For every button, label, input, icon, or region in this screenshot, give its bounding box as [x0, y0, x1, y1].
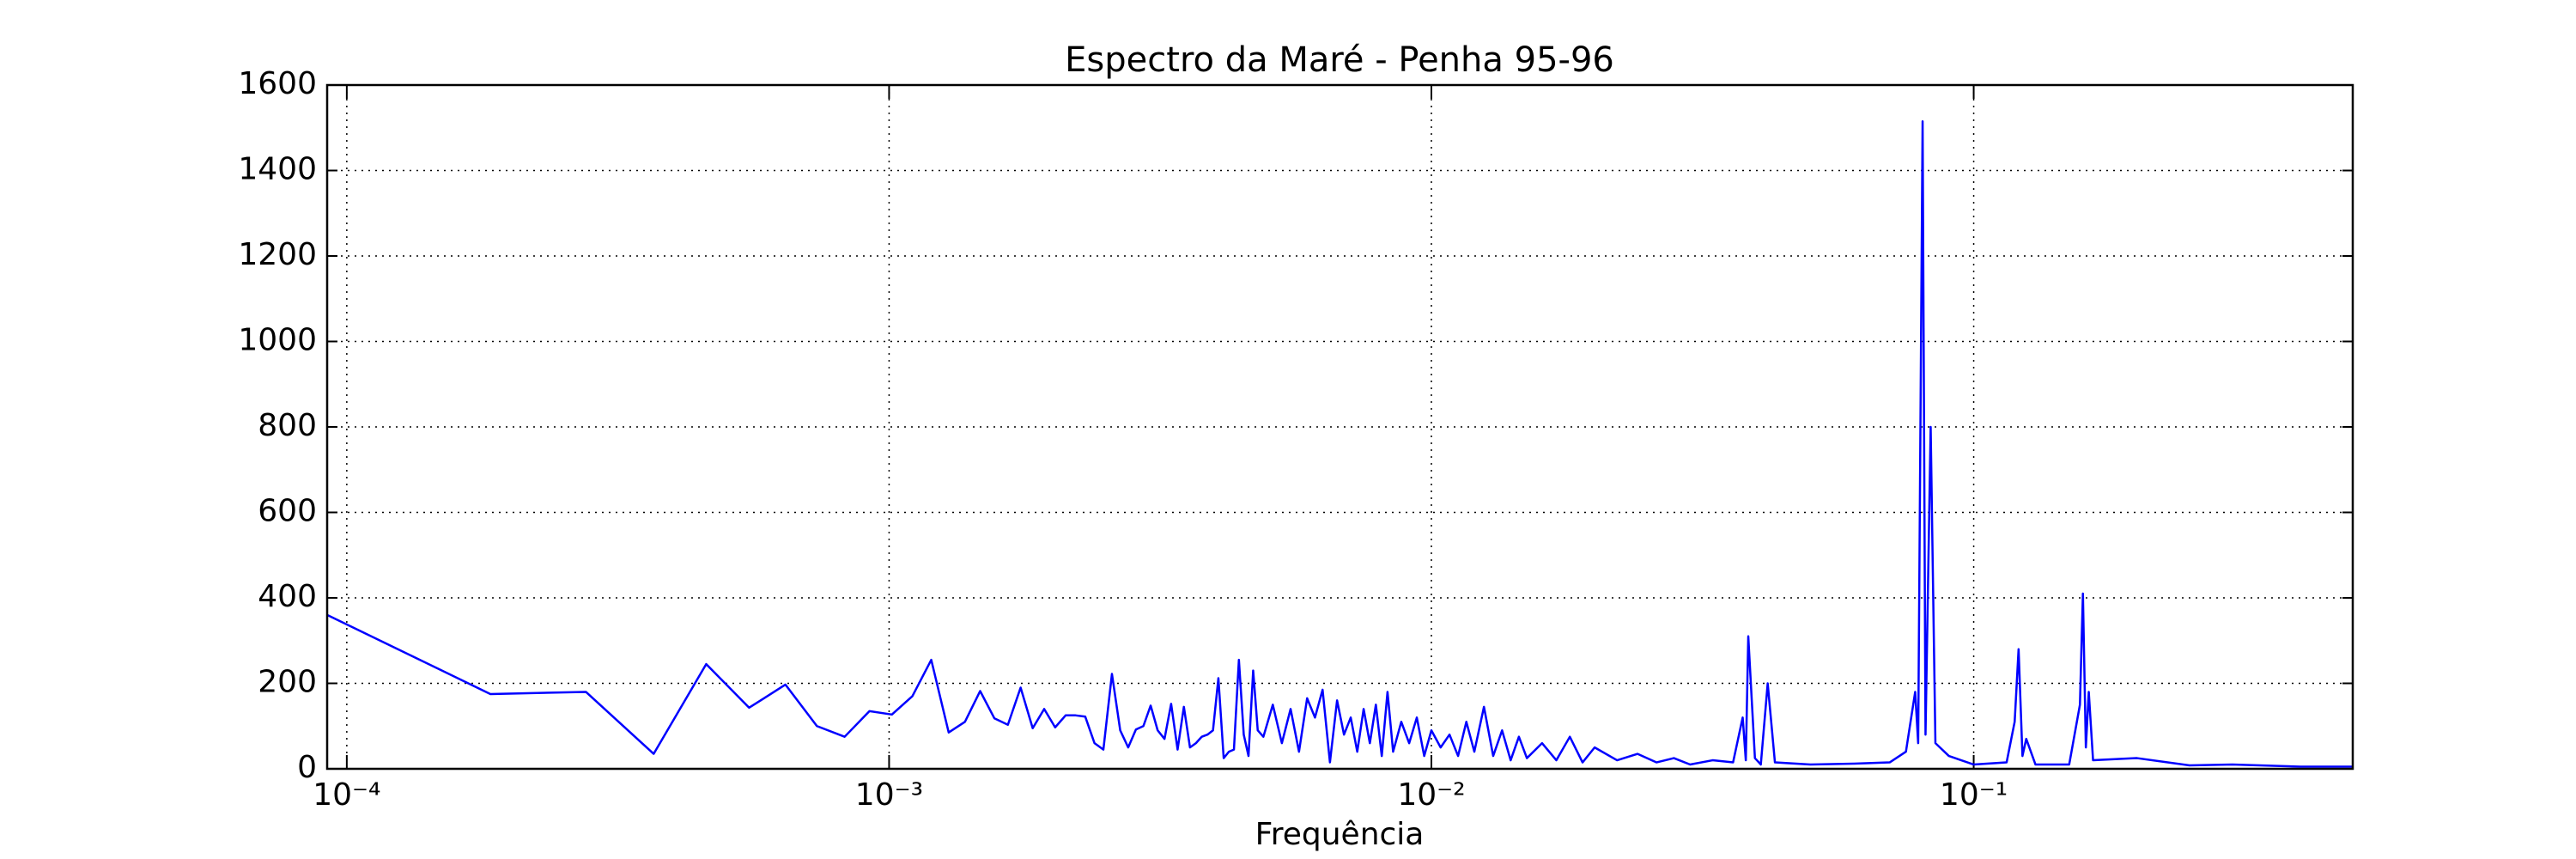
x-tick-label: 10⁻²	[1397, 777, 1465, 813]
y-tick-label: 200	[258, 665, 317, 700]
x-tick-label: 10⁻¹	[1940, 777, 2008, 813]
plot-frame	[325, 83, 2354, 771]
x-tick-label: 10⁻⁴	[313, 777, 380, 813]
x-axis-label: Frequência	[1255, 817, 1425, 852]
x-tick-label: 10⁻³	[855, 777, 923, 813]
y-tick-label: 800	[258, 408, 317, 443]
y-tick-label: 1200	[238, 237, 317, 272]
chart-title: Espectro da Maré - Penha 95-96	[1065, 40, 1614, 80]
y-tick-label: 1600	[238, 66, 317, 101]
y-tick-label: 1000	[238, 323, 317, 358]
y-tick-label: 0	[297, 750, 317, 785]
data-line	[326, 120, 2353, 768]
y-tick-label: 400	[258, 579, 317, 614]
y-tick-label: 1400	[238, 152, 317, 187]
y-tick-label: 600	[258, 494, 317, 529]
